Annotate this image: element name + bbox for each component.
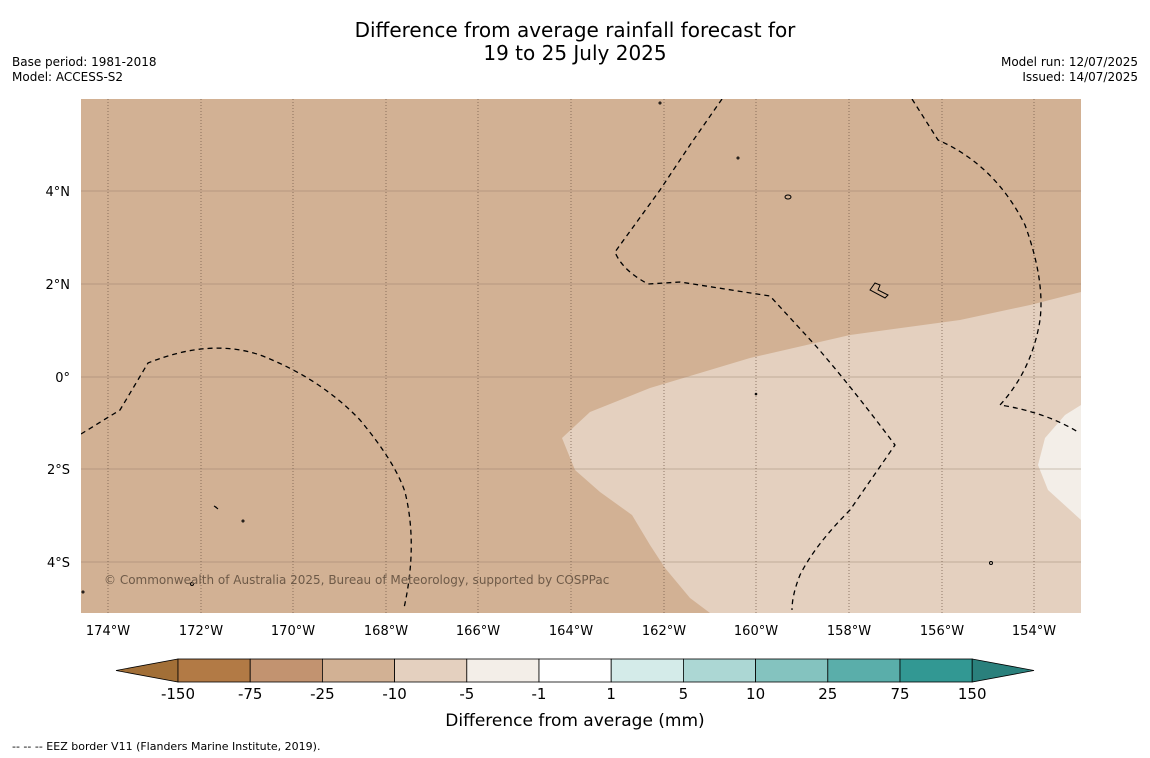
copyright-text: © Commonwealth of Australia 2025, Bureau… (104, 573, 609, 587)
island (190, 582, 194, 586)
field-minus10-to-minus5 (562, 292, 1081, 613)
lon-tick-label: 154°W (1012, 624, 1056, 639)
colorbar-extend-right (971, 658, 1035, 683)
island (736, 156, 740, 160)
lon-tick-label: 172°W (179, 624, 223, 639)
colorbar-tick-label: -150 (161, 685, 195, 703)
lat-tick-label: 4°S (47, 556, 70, 571)
island (241, 519, 245, 523)
lon-tick-label: 162°W (642, 624, 686, 639)
model-run-text: Model run: 12/07/2025 (1000, 55, 1138, 69)
colorbar-tick-label: 1 (606, 685, 616, 703)
colorbar-swatch (177, 658, 251, 683)
colorbar-tick-label: -10 (382, 685, 407, 703)
meta-right: Model run: 12/07/2025 Issued: 14/07/2025 (1001, 55, 1138, 85)
colorbar-swatch (249, 658, 323, 683)
lon-tick-label: 166°W (456, 624, 500, 639)
lat-tick-label: 2°S (47, 463, 70, 478)
eez-border-central (614, 99, 896, 611)
colorbar-tick-label: -5 (459, 685, 474, 703)
colorbar-swatch (394, 658, 468, 683)
base-period-text: Base period: 1981-2018 (12, 55, 157, 69)
lon-tick-label: 168°W (364, 624, 408, 639)
issued-text: Issued: 14/07/2025 (1022, 70, 1138, 84)
chart-title: Difference from average rainfall forecas… (0, 19, 1150, 65)
longitude-labels: 174°W 172°W 170°W 168°W 166°W 164°W 162°W 160°W… (86, 624, 1056, 639)
colorbar-swatch (321, 658, 395, 683)
eez-borders (81, 99, 1079, 611)
island (81, 590, 85, 594)
lat-tick-label: 0° (55, 371, 70, 386)
island (754, 392, 758, 396)
island (869, 282, 889, 299)
islands (81, 101, 993, 594)
lon-tick-label: 156°W (920, 624, 964, 639)
colorbar-tick-label: 150 (958, 685, 987, 703)
colorbar-tick-label: 10 (746, 685, 765, 703)
island (658, 101, 662, 105)
model-text: Model: ACCESS-S2 (12, 70, 124, 84)
colorbar-tick-label: 75 (890, 685, 909, 703)
lon-tick-label: 170°W (271, 624, 315, 639)
island (213, 505, 219, 510)
map-area: © Commonwealth of Australia 2025, Bureau… (81, 99, 1081, 613)
island (784, 194, 792, 200)
field-minus5-to-minus1 (1038, 405, 1081, 520)
lon-tick-label: 158°W (827, 624, 871, 639)
colorbar-swatch (610, 658, 684, 683)
eez-footnote: -- -- -- EEZ border V11 (Flanders Marine… (12, 740, 321, 753)
title-line-2: 19 to 25 July 2025 (483, 41, 667, 65)
lon-tick-label: 164°W (549, 624, 593, 639)
colorbar-tick-label: 5 (679, 685, 689, 703)
colorbar-swatch (683, 658, 757, 683)
colorbar-extend-left (115, 658, 179, 683)
colorbar-tick-label: -75 (238, 685, 263, 703)
title-line-1: Difference from average rainfall forecas… (354, 18, 796, 42)
lon-tick-label: 174°W (86, 624, 130, 639)
meta-left: Base period: 1981-2018 Model: ACCESS-S2 (12, 55, 157, 85)
latitude-gridlines (81, 190, 1081, 563)
eez-border-east (911, 99, 1079, 433)
colorbar-tick-label: 25 (818, 685, 837, 703)
eez-border-west (81, 347, 412, 609)
colorbar: -150 -75 -25 -10 -5 -1 1 5 10 25 75 150 (115, 658, 1035, 703)
colorbar-swatch (899, 658, 973, 683)
colorbar-swatch (466, 658, 540, 683)
colorbar-swatch (827, 658, 901, 683)
lat-tick-label: 2°N (46, 278, 71, 293)
lon-tick-label: 160°W (734, 624, 778, 639)
colorbar-swatch (538, 658, 612, 683)
island (989, 561, 993, 565)
colorbar-label: Difference from average (mm) (445, 711, 704, 731)
colorbar-tick-label: -25 (310, 685, 335, 703)
latitude-labels: 4°N 2°N 0° 2°S 4°S (46, 185, 71, 571)
colorbar-swatch (755, 658, 829, 683)
colorbar-tick-label: -1 (532, 685, 547, 703)
lat-tick-label: 4°N (46, 185, 71, 200)
